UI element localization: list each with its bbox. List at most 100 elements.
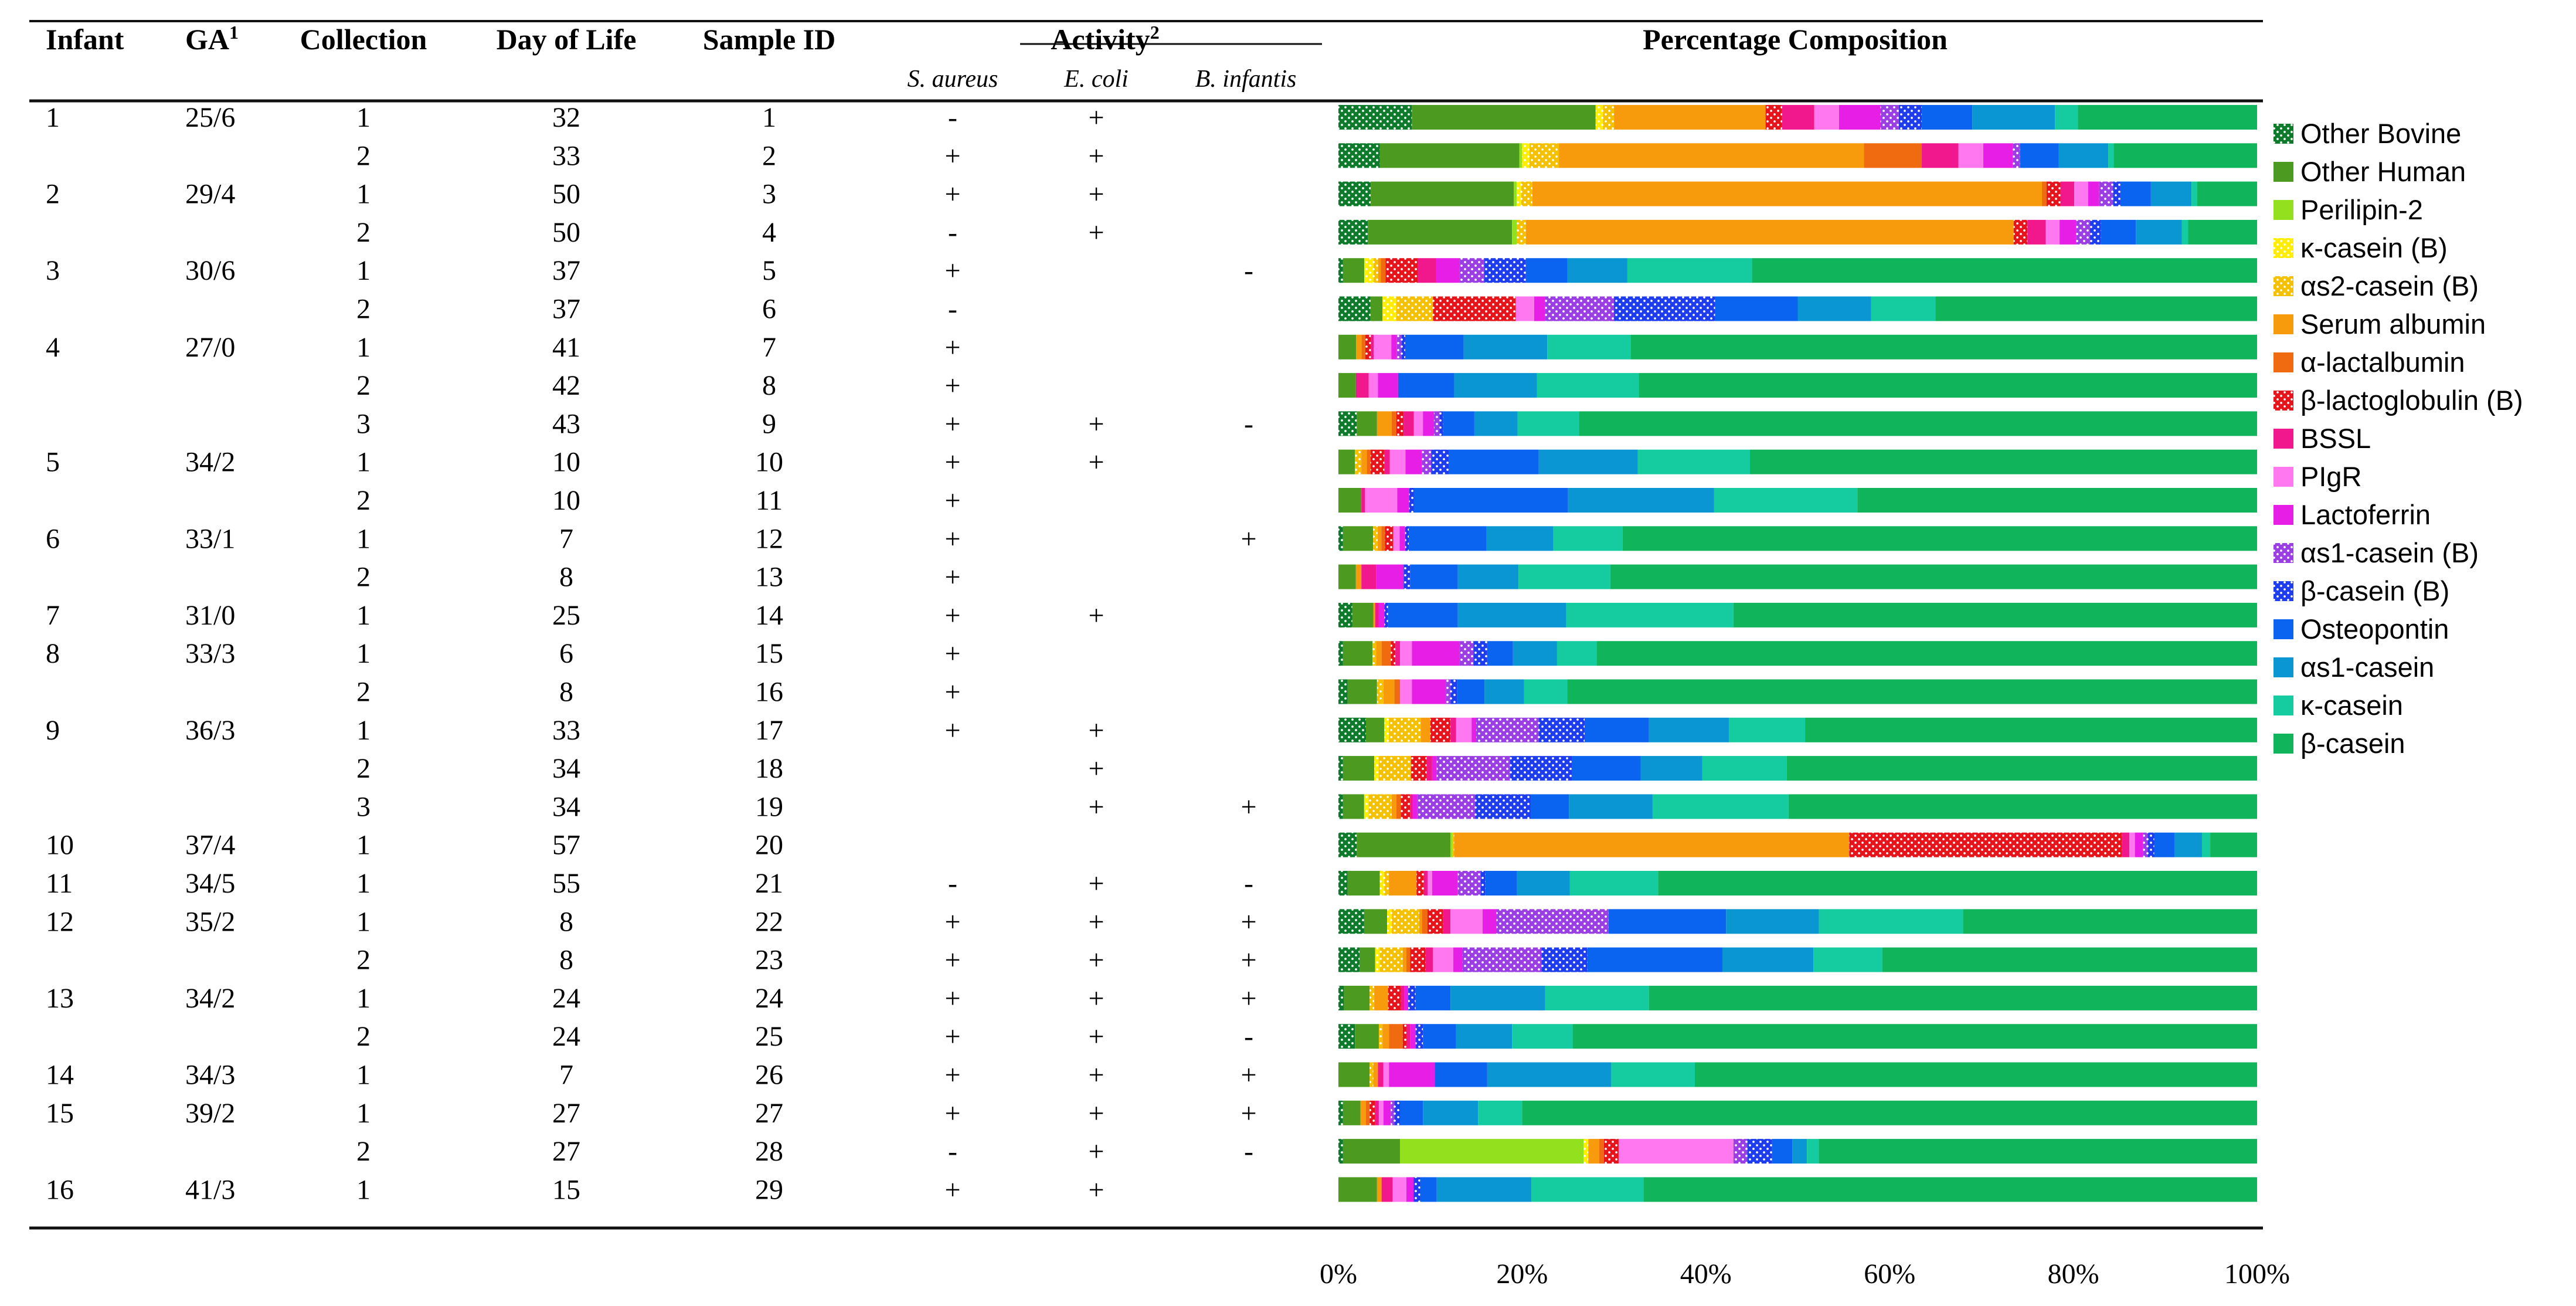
bar-segment (1425, 947, 1433, 972)
cell-sample-id: 17 (755, 715, 783, 746)
bar-segment (1391, 411, 1396, 436)
bar-segment (1384, 602, 1388, 627)
bar-segment (1521, 181, 1532, 206)
bar-segment (1338, 794, 1343, 819)
bar-segment (1649, 717, 1729, 742)
bar-segment (1338, 985, 1344, 1010)
cell-s-aureus: + (944, 906, 960, 937)
bar-segment (1471, 717, 1477, 742)
table-row: 15 39/2 1 27 27 + + + (46, 1098, 1257, 1129)
bar-segment (1772, 1139, 1793, 1164)
bar-segment (1639, 373, 2257, 398)
bar-segment (1882, 947, 2257, 972)
bar-segment (1476, 717, 1539, 742)
bar-segment (1411, 756, 1427, 781)
cell-ga: 41/3 (185, 1174, 235, 1205)
bar-segment (1396, 296, 1433, 321)
bar-segment (1369, 1062, 1374, 1087)
bar-segment (1391, 334, 1397, 359)
bar-segment (1643, 1177, 2257, 1202)
bar-segment (1365, 488, 1398, 513)
bar-segment (1338, 258, 1343, 283)
bar-segment (1369, 985, 1375, 1010)
cell-infant: 6 (46, 523, 60, 554)
cell-b-infantis: + (1241, 983, 1256, 1014)
bar-segment (1510, 756, 1572, 781)
cell-e-coli: + (1088, 600, 1104, 631)
cell-collection: 1 (356, 102, 371, 133)
cell-ga: 35/2 (185, 906, 235, 937)
bar-sample-11 (1338, 488, 2257, 513)
cell-sample-id: 26 (755, 1060, 783, 1091)
stacked-bars (1338, 105, 2257, 1202)
cell-collection: 2 (356, 677, 371, 708)
bar-sample-4 (1338, 219, 2257, 245)
bar-segment (1338, 909, 1364, 934)
cell-s-aureus: + (944, 945, 960, 976)
bar-segment (1782, 105, 1814, 130)
bar-sample-16 (1338, 679, 2257, 704)
bar-segment (1480, 871, 1486, 895)
bar-segment (2201, 832, 2211, 857)
bar-segment (1338, 564, 1356, 589)
bar-segment (1401, 334, 1405, 359)
bar-segment (1415, 985, 1451, 1010)
table-row: 14 34/3 1 7 26 + + + (46, 1060, 1257, 1091)
cell-s-aureus: - (948, 294, 957, 325)
bar-segment (1538, 449, 1638, 474)
cell-day-of-life: 7 (559, 1060, 573, 1091)
cell-e-coli: + (1088, 1021, 1104, 1052)
bar-segment (1531, 1177, 1644, 1202)
bar-segment (1525, 219, 2014, 245)
legend-label: Perilipin-2 (2300, 194, 2423, 225)
bar-segment (1372, 641, 1377, 666)
bar-segment (1343, 1100, 1361, 1125)
bar-segment (1752, 258, 2257, 283)
bar-segment (1368, 794, 1392, 819)
legend-label: Other Human (2300, 156, 2466, 187)
bar-segment (1864, 143, 1922, 168)
cell-collection: 1 (356, 906, 371, 937)
bar-segment (1595, 105, 1603, 130)
bar-segment (1401, 985, 1405, 1010)
cell-ga: 30/6 (185, 255, 235, 286)
bar-segment (1338, 871, 1348, 895)
bar-segment (1388, 985, 1401, 1010)
cell-infant: 15 (46, 1098, 74, 1129)
bar-segment (1399, 641, 1412, 666)
bar-segment (1338, 1100, 1343, 1125)
cell-s-aureus: + (944, 523, 960, 554)
bar-segment (1750, 449, 2257, 474)
bar-segment (1457, 602, 1566, 627)
bar-segment (1880, 105, 1899, 130)
bar-segment (1403, 564, 1411, 589)
bar-segment (1378, 1062, 1384, 1087)
table-row: 16 41/3 1 15 29 + + (46, 1174, 1105, 1205)
bar-segment (1516, 871, 1570, 895)
bar-segment (1568, 488, 1714, 513)
bar-segment (1454, 832, 1850, 857)
bar-segment (2088, 181, 2099, 206)
bar-segment (1446, 679, 1451, 704)
bar-segment (1364, 909, 1388, 934)
bar-sample-15 (1338, 641, 2257, 666)
legend-item: Other Bovine (2273, 118, 2461, 149)
bar-segment (1338, 411, 1357, 436)
bar-segment (1396, 411, 1404, 436)
bar-sample-5 (1338, 258, 2257, 283)
bar-segment (2188, 219, 2257, 245)
legend-item: β-lactoglobulin (B) (2273, 385, 2523, 416)
cell-sample-id: 10 (755, 447, 783, 478)
cell-s-aureus: + (944, 140, 960, 171)
bar-segment (1338, 105, 1412, 130)
bar-segment (1579, 411, 2257, 436)
cell-ga: 33/1 (185, 523, 235, 554)
bar-segment (1433, 411, 1440, 436)
bar-segment (1352, 602, 1374, 627)
bar-segment (1338, 143, 1380, 168)
bar-segment (1378, 602, 1385, 627)
bar-segment (1384, 449, 1390, 474)
bar-segment (1366, 1100, 1370, 1125)
bar-segment (2113, 143, 2257, 168)
bar-segment (1513, 641, 1557, 666)
